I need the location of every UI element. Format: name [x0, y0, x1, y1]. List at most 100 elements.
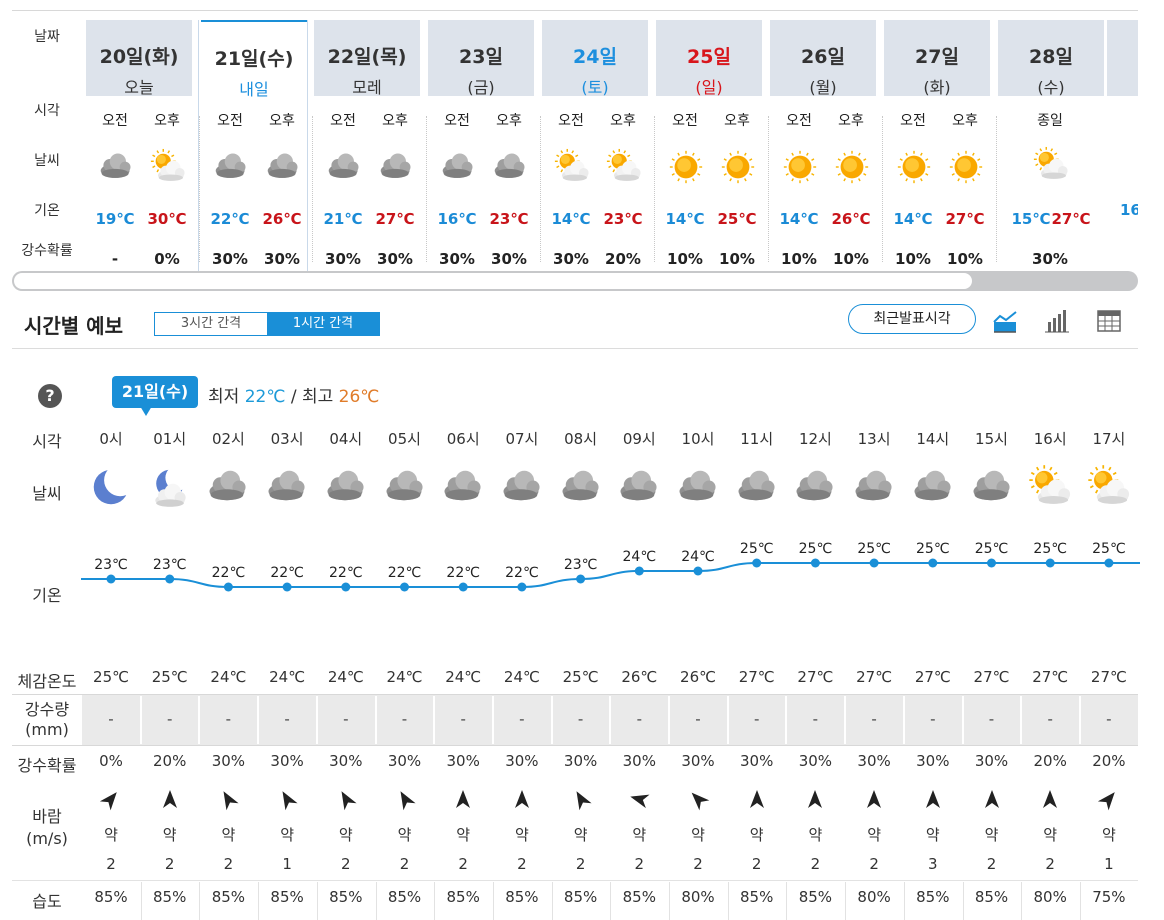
temp-point	[517, 582, 527, 592]
hour-wind-speed: 1	[282, 855, 292, 873]
day-column[interactable]: 28일 (수) 종일 15℃ 27℃ 30%	[996, 20, 1104, 272]
divider	[1079, 882, 1081, 920]
day-column[interactable]: 21일(수) 내일 오전 22℃ 30% 오후 26℃ 30%	[198, 20, 308, 272]
wind-arrow-icon	[434, 788, 492, 810]
hour-rain: -	[1047, 710, 1053, 728]
day-header[interactable]: 21일(수) 내일	[201, 20, 307, 99]
day-date: 26일	[801, 46, 845, 68]
hour-wind-speed: 2	[693, 855, 703, 873]
hour-wind-speed: 2	[458, 855, 468, 873]
latest-release-button[interactable]: 최근발표시각	[848, 304, 976, 334]
wind-arrow-icon	[552, 788, 610, 811]
hour-feel-temp: 24℃	[445, 668, 482, 686]
hour-precip-prob: 30%	[740, 752, 774, 770]
slot-temp: 14℃	[893, 210, 933, 228]
day-column[interactable]: 20일(화) 오늘 오전 19℃ - 오후 30℃ 0%	[84, 20, 192, 272]
tab-3-hour[interactable]: 3시간 간격	[155, 313, 267, 335]
day-column[interactable]: 23일 (금) 오전 16℃ 30% 오후 23℃ 30%	[426, 20, 534, 272]
hour-wind-strength: 약	[162, 826, 177, 844]
hour-time: 17시	[1092, 430, 1126, 448]
next-day-header[interactable]	[1107, 20, 1138, 96]
cloudy-icon	[264, 464, 310, 514]
divider	[374, 696, 377, 744]
divider	[540, 116, 542, 262]
line-chart-icon[interactable]	[992, 308, 1018, 334]
hour-humidity: 85%	[94, 888, 128, 906]
slot-precip-prob: 30%	[491, 250, 527, 268]
day-column[interactable]: 26일 (월) 오전 14℃ 10% 오후 26℃ 10%	[768, 20, 876, 272]
temp-label: 24℃	[623, 549, 657, 565]
slot-precip-prob: 30%	[325, 250, 361, 268]
hour-wind-speed: 3	[928, 855, 938, 873]
cloudy-icon	[325, 148, 363, 190]
day-header[interactable]: 26일 (월)	[770, 20, 876, 97]
table-icon[interactable]	[1096, 308, 1122, 334]
divider	[726, 696, 729, 744]
hour-humidity: 85%	[505, 888, 539, 906]
day-header[interactable]: 22일(목) 모레	[314, 20, 420, 97]
day-column[interactable]: 25일 (일) 오전 14℃ 10% 오후 25℃ 10%	[654, 20, 762, 272]
hour-feel-temp: 27℃	[1090, 668, 1127, 686]
day-header[interactable]: 23일 (금)	[428, 20, 534, 97]
hour-wind-speed: 2	[986, 855, 997, 873]
wind-arrow-icon	[669, 788, 727, 811]
hour-wind-strength: 약	[573, 826, 588, 844]
temp-point	[165, 574, 175, 584]
wind-arrow-icon	[1080, 788, 1138, 811]
day-header[interactable]: 24일 (토)	[542, 20, 648, 97]
temp-point	[282, 582, 292, 592]
separator: /	[290, 387, 297, 407]
divider	[434, 882, 436, 920]
hour-wind-speed: 2	[517, 855, 527, 873]
day-column[interactable]: 22일(목) 모레 오전 21℃ 30% 오후 27℃ 30%	[312, 20, 420, 272]
divider	[996, 116, 998, 262]
hour-time: 14시	[916, 430, 950, 448]
divider	[375, 882, 377, 920]
wind-unit: (m/s)	[26, 829, 68, 848]
day-column[interactable]: 27일 (화) 오전 14℃ 10% 오후 27℃ 10%	[882, 20, 990, 272]
slot-precip-prob: 30%	[264, 250, 300, 268]
divider	[139, 696, 142, 744]
day-header[interactable]: 25일 (일)	[656, 20, 762, 97]
divider	[12, 880, 1138, 881]
temp-point	[869, 558, 879, 568]
hour-feel-temp: 24℃	[386, 668, 423, 686]
divider	[1021, 882, 1023, 920]
hour-time: 02시	[211, 430, 245, 448]
day-header[interactable]: 28일 (수)	[998, 20, 1104, 97]
wind-arrow-icon	[610, 788, 668, 810]
help-icon[interactable]: ?	[38, 384, 62, 408]
day-column[interactable]: 24일 (토) 오전 14℃ 30% 오후 23℃ 20%	[540, 20, 648, 272]
day-header[interactable]: 20일(화) 오늘	[86, 20, 192, 97]
slot-label: 오전	[900, 113, 926, 129]
hour-humidity: 85%	[740, 888, 774, 906]
divider	[199, 116, 201, 262]
divider	[199, 882, 201, 920]
slot-temp: 14℃	[551, 210, 591, 228]
slot-temp: 14℃	[665, 210, 705, 228]
slot-temp: 26℃	[831, 210, 871, 228]
divider	[610, 882, 612, 920]
temp-label: 25℃	[1092, 541, 1126, 557]
hour-row-label-wind: 바람 (m/s)	[12, 806, 82, 850]
day-label: 내일	[239, 80, 269, 99]
hour-row-label-feel: 체감온도	[17, 672, 77, 691]
hour-humidity: 85%	[622, 888, 656, 906]
temp-label: 25℃	[1033, 541, 1067, 557]
next-day-temp: 16	[1120, 201, 1138, 219]
divider	[844, 696, 847, 744]
bar-chart-icon[interactable]	[1044, 308, 1070, 334]
sunny-icon	[667, 148, 705, 190]
hour-feel-temp: 24℃	[327, 668, 364, 686]
tab-1-hour[interactable]: 1시간 간격	[267, 313, 379, 335]
day-header[interactable]: 27일 (화)	[884, 20, 990, 97]
wind-label: 바람	[32, 807, 62, 826]
weekly-scrollbar[interactable]	[12, 271, 1138, 291]
divider	[433, 696, 436, 744]
scrollbar-thumb[interactable]	[14, 273, 972, 289]
wind-arrow-icon	[317, 788, 375, 811]
hour-feel-temp: 24℃	[269, 668, 306, 686]
slot-label: 오전	[102, 113, 128, 129]
hour-feel-temp: 25℃	[151, 668, 188, 686]
hour-time: 07시	[505, 430, 539, 448]
